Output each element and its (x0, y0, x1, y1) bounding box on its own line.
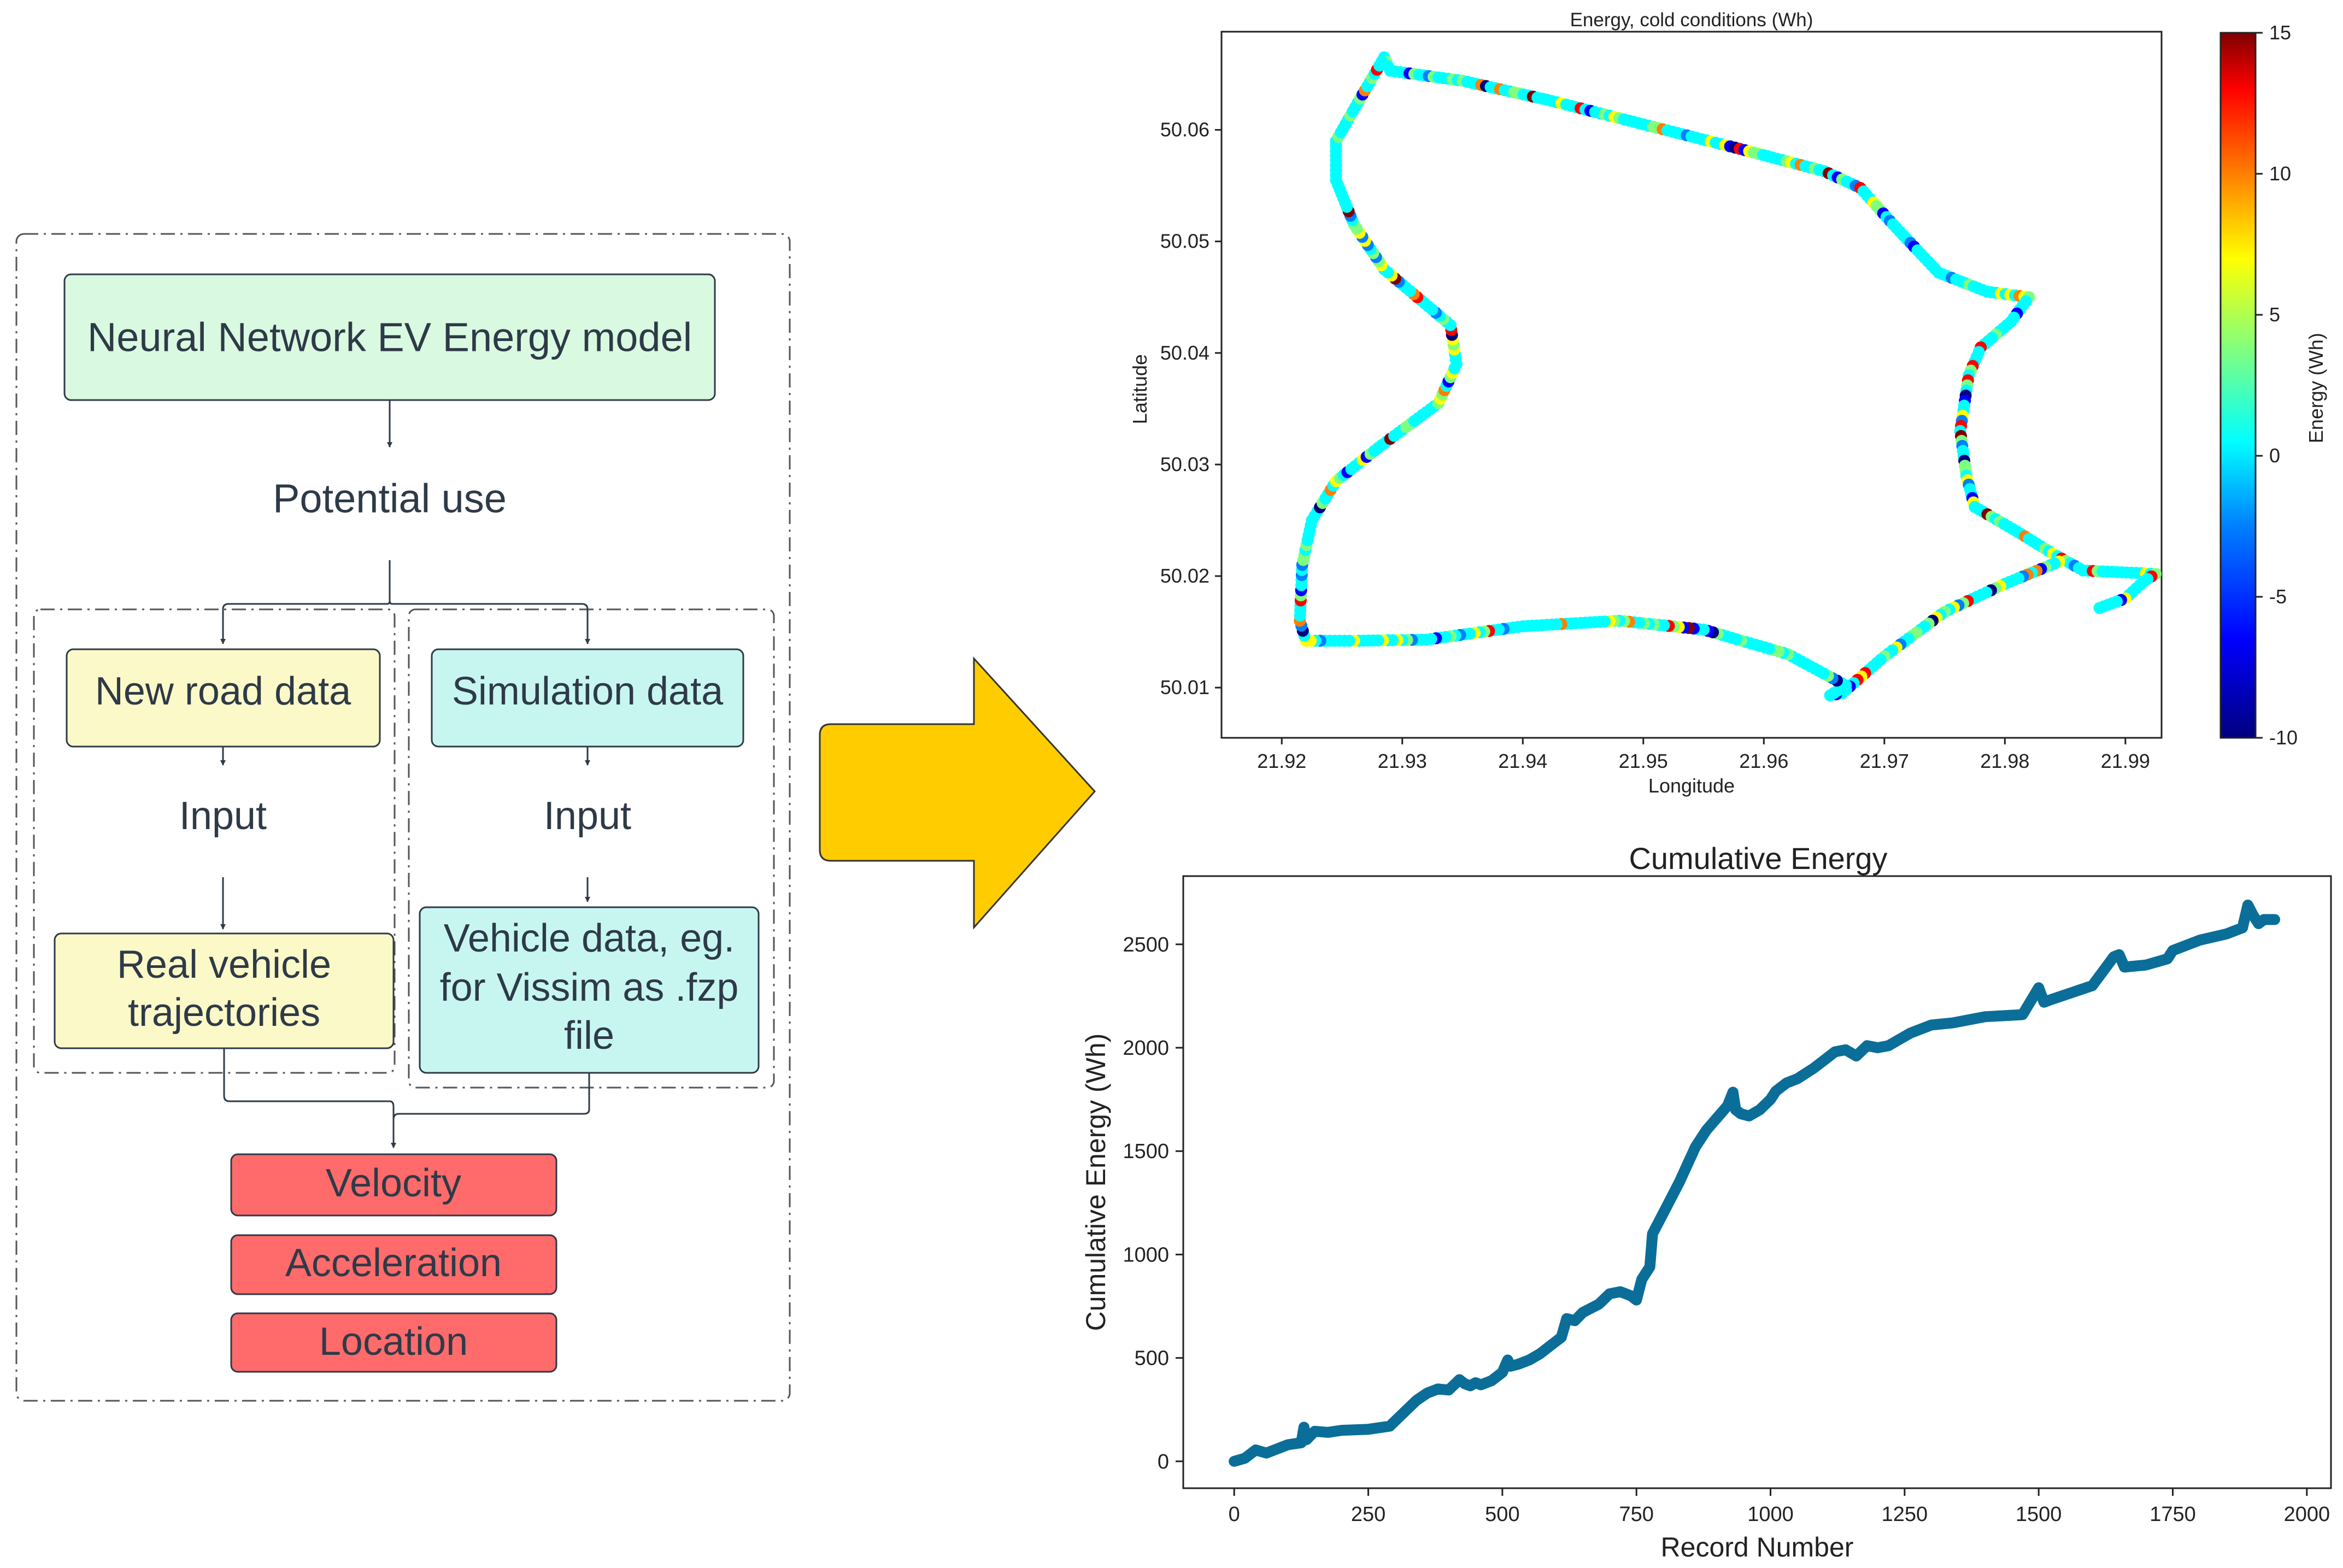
map-y-tick-label: 50.05 (1160, 230, 1209, 252)
map-x-tick-label: 21.97 (1860, 750, 1909, 772)
map-x-tick-label: 21.99 (2101, 750, 2150, 772)
line-x-axis-label: Record Number (1661, 1532, 1854, 1563)
map-y-tick-label: 50.01 (1160, 676, 1209, 698)
map-y-tick-label: 50.04 (1160, 342, 1209, 364)
colorbar (2219, 32, 2257, 739)
connector-use-to-left (220, 560, 391, 644)
line-y-tick-label: 2500 (1123, 933, 1169, 956)
map-x-axis-label: Longitude (1648, 774, 1735, 797)
colorbar-tick-label: -5 (2269, 585, 2287, 608)
line-x-tick-label: 2000 (2284, 1503, 2330, 1526)
map-y-tick-label: 50.03 (1160, 453, 1209, 475)
new-road-data-label: New road data (95, 670, 351, 713)
colorbar-tick-label: -10 (2269, 726, 2298, 749)
map-route-point (2093, 602, 2106, 614)
acceleration-label: Acceleration (285, 1241, 502, 1285)
potential-use-label: Potential use (273, 476, 507, 521)
line-chart-title: Cumulative Energy (1629, 841, 1887, 876)
map-x-tick-label: 21.98 (1980, 750, 2029, 772)
cumulative-energy-chart: Cumulative Energy 0 250 500 750 1000 1250 1500… (1081, 841, 2332, 1563)
energy-map-chart: Energy, cold conditions (Wh) 21.92 21.93 2… (1129, 9, 2327, 797)
colorbar-tick-label: 15 (2269, 21, 2291, 44)
line-y-tick-label: 1500 (1123, 1140, 1169, 1163)
simulation-data-label: Simulation data (452, 670, 724, 713)
map-route-point (1376, 55, 1388, 68)
map-x-tick-label: 21.93 (1378, 750, 1427, 772)
line-x-tick-label: 1000 (1747, 1503, 1794, 1526)
location-label: Location (319, 1320, 468, 1364)
line-x-tick-label: 500 (1485, 1503, 1519, 1526)
velocity-label: Velocity (326, 1161, 461, 1205)
connector-left-to-outputs (223, 1048, 396, 1148)
acceleration-box (230, 1234, 557, 1295)
location-box (230, 1312, 557, 1373)
map-chart-title: Energy, cold conditions (Wh) (1570, 9, 1813, 31)
map-y-tick-label: 50.06 (1160, 119, 1209, 141)
line-x-tick-label: 1500 (2016, 1503, 2062, 1526)
map-route-points (1294, 51, 2162, 702)
flowchart: Neural Network EV Energy model Potential… (15, 233, 791, 1402)
line-x-tick-label: 1250 (1882, 1503, 1928, 1526)
colorbar-tick-label: 10 (2269, 162, 2291, 185)
colorbar-tick-label: 0 (2269, 444, 2280, 467)
right-branch-group-border (408, 608, 775, 1089)
map-x-tick-label: 21.94 (1498, 750, 1547, 772)
line-y-tick-label: 0 (1158, 1450, 1169, 1473)
left-input-label: Input (179, 794, 267, 838)
line-x-tick-label: 1750 (2150, 1503, 2196, 1526)
line-y-axis-label: Cumulative Energy (Wh) (1081, 1033, 1111, 1331)
transition-arrow (819, 656, 1096, 930)
colorbar-tick-label: 5 (2269, 303, 2280, 326)
real-vehicle-line2: trajectories (128, 991, 320, 1035)
map-y-axis-label: Latitude (1129, 354, 1151, 424)
map-x-tick-label: 21.96 (1739, 750, 1788, 772)
velocity-box (230, 1153, 557, 1217)
line-y-tick-label: 500 (1135, 1347, 1169, 1370)
connector-use-to-right (389, 560, 590, 644)
map-x-tick-label: 21.95 (1619, 750, 1668, 772)
left-branch-group-border (33, 608, 396, 1074)
right-input-label: Input (544, 794, 631, 838)
outer-group-border (15, 233, 791, 1402)
real-vehicle-line1: Real vehicle (117, 943, 331, 986)
line-x-tick-label: 250 (1351, 1503, 1385, 1526)
map-plot-frame (1220, 31, 2163, 739)
map-x-tick-label: 21.92 (1257, 750, 1306, 772)
vehicle-data-line1: Vehicle data, eg. (444, 917, 735, 960)
vehicle-data-line3: file (564, 1014, 614, 1058)
line-y-tick-label: 2000 (1123, 1037, 1169, 1060)
line-x-tick-label: 750 (1619, 1503, 1654, 1526)
connector-right-to-outputs (392, 1073, 590, 1120)
line-x-tick-label: 0 (1229, 1503, 1240, 1526)
line-plot-frame (1182, 875, 2332, 1489)
map-y-tick-label: 50.02 (1160, 565, 1209, 587)
vehicle-data-line2: for Vissim as .fzp (440, 966, 739, 1009)
cumulative-energy-series-line (1229, 900, 2280, 1467)
colorbar-label: Energy (Wh) (2305, 333, 2327, 443)
nn-model-label: Neural Network EV Energy model (87, 315, 692, 360)
line-y-tick-label: 1000 (1123, 1243, 1169, 1266)
